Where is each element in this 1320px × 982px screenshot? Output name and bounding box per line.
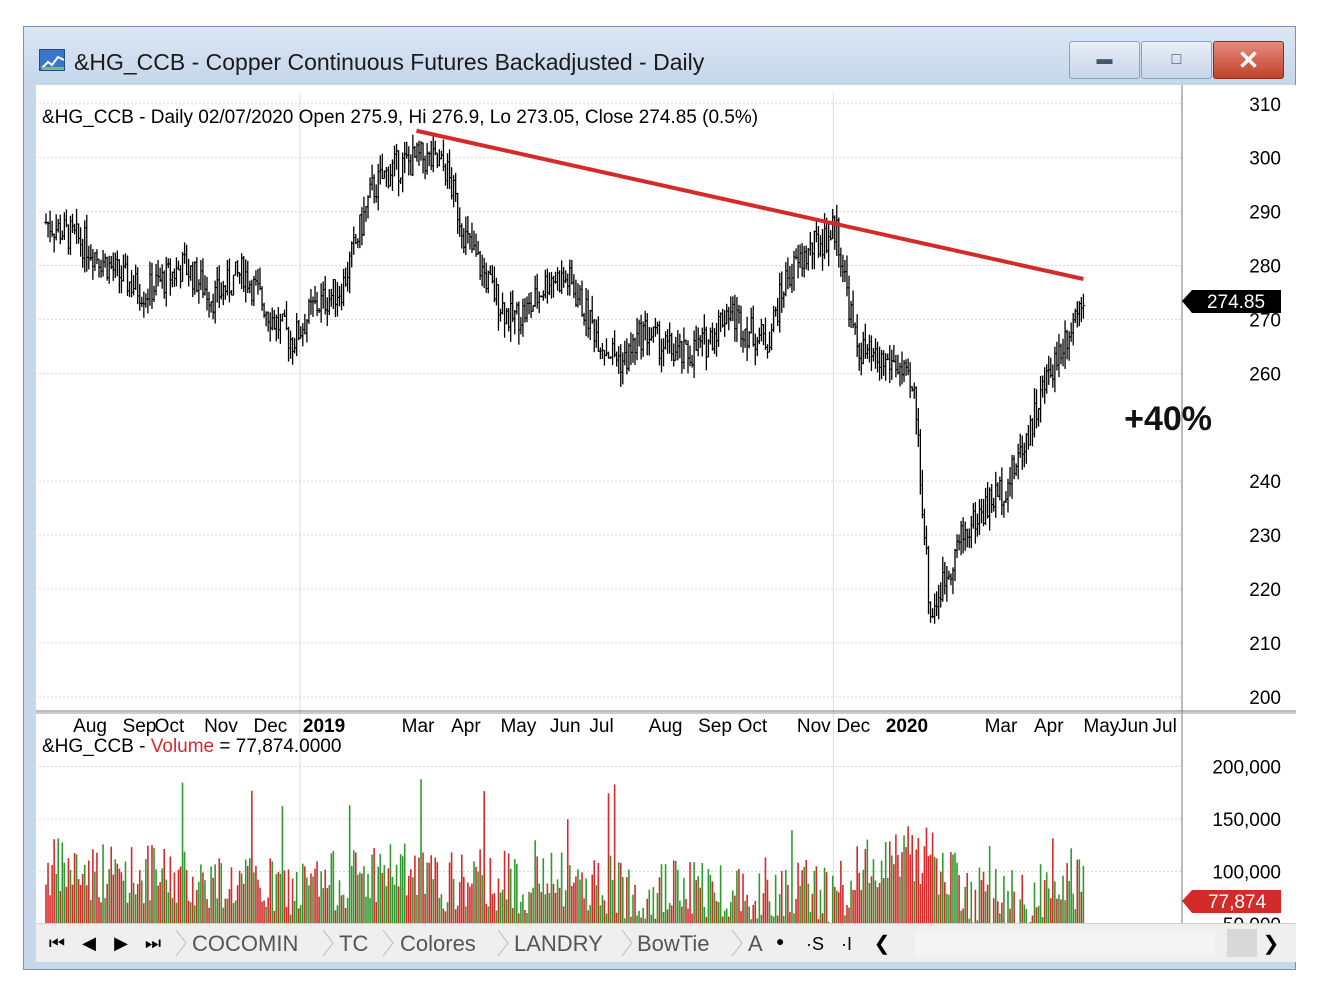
trendline bbox=[416, 128, 1084, 281]
x-tick-label: Apr bbox=[1034, 716, 1064, 737]
maximize-button[interactable]: □ bbox=[1141, 41, 1212, 79]
maximize-icon: □ bbox=[1171, 51, 1182, 68]
x-tick-label: May bbox=[500, 716, 536, 737]
x-tick-label: Dec bbox=[836, 716, 870, 737]
tab-scrollbar-thumb[interactable] bbox=[1227, 929, 1257, 957]
last-sheet-button[interactable]: ⏭ bbox=[144, 933, 162, 953]
chart-area: 200 210 220 230 240 260 270 280 290 300 310 50,000 1… bbox=[36, 85, 1296, 960]
price-tick-label: 210 bbox=[1249, 634, 1281, 655]
x-tick-label: Mar bbox=[985, 716, 1018, 737]
tab-tc[interactable]: TC bbox=[339, 931, 369, 956]
close-icon: ✕ bbox=[1237, 45, 1260, 75]
tab-dot-icon: ● bbox=[776, 933, 785, 949]
tab-colores[interactable]: Colores bbox=[400, 931, 476, 956]
last-price-label: 274.85 bbox=[1207, 292, 1265, 313]
price-tick-label: 300 bbox=[1249, 149, 1281, 170]
volume-header-prefix: &HG_CCB - bbox=[42, 736, 151, 757]
price-tick-label: 310 bbox=[1249, 95, 1281, 116]
tab-s[interactable]: ·S bbox=[806, 934, 824, 954]
x-tick-label: Jul bbox=[1153, 716, 1177, 737]
minimize-button[interactable]: ▬ bbox=[1069, 41, 1140, 79]
x-tick-label: Aug bbox=[649, 716, 683, 737]
x-tick-label: Sep bbox=[123, 716, 157, 737]
sheet-tab-bar: ⏮ ◀ ▶ ⏭ COCOMIN TC Colores LANDRY BowTie… bbox=[36, 923, 1296, 962]
tab-divider-icon bbox=[497, 929, 509, 957]
first-sheet-button[interactable]: ⏮ bbox=[48, 933, 66, 953]
x-tick-label: Apr bbox=[451, 716, 481, 737]
volume-tick-label: 200,000 bbox=[1212, 758, 1281, 779]
minimize-icon: ▬ bbox=[1096, 51, 1113, 68]
x-tick-label: Oct bbox=[155, 716, 185, 737]
prev-sheet-button[interactable]: ◀ bbox=[82, 933, 96, 953]
chart-window: &HG_CCB - Copper Continuous Futures Back… bbox=[23, 26, 1296, 970]
x-tick-label: Dec bbox=[253, 716, 287, 737]
tab-divider-icon bbox=[175, 929, 187, 957]
x-tick-label: 2019 bbox=[303, 716, 345, 737]
tab-landry[interactable]: LANDRY bbox=[514, 931, 603, 956]
tab-scrollbar[interactable] bbox=[915, 931, 1215, 955]
price-tick-label: 260 bbox=[1249, 364, 1281, 385]
x-tick-label: Mar bbox=[402, 716, 435, 737]
x-tick-label: Sep bbox=[698, 716, 732, 737]
volume-header-name: Volume bbox=[151, 736, 214, 757]
tab-scroll-left-button[interactable]: ❮ bbox=[873, 933, 891, 955]
price-volume-chart[interactable]: 200 210 220 230 240 260 270 280 290 300 310 50,000 1… bbox=[36, 85, 1296, 945]
volume-tick-label: 100,000 bbox=[1212, 863, 1281, 884]
axes: 200 210 220 230 240 260 270 280 290 300 310 50,000 1… bbox=[36, 85, 1296, 945]
x-tick-label: Jul bbox=[589, 716, 613, 737]
x-tick-label: Oct bbox=[738, 716, 768, 737]
x-tick-label: Jun bbox=[550, 716, 581, 737]
next-sheet-button[interactable]: ▶ bbox=[114, 933, 128, 953]
price-tick-label: 230 bbox=[1249, 526, 1281, 547]
gain-annotation: +40% bbox=[1124, 400, 1212, 438]
price-tick-label: 220 bbox=[1249, 580, 1281, 601]
last-volume-label: 77,874 bbox=[1208, 892, 1267, 913]
volume-panel-header: &HG_CCB - Volume = 77,874.0000 bbox=[42, 736, 341, 757]
price-tick-label: 200 bbox=[1249, 688, 1281, 709]
volume-tick-label: 50,000 bbox=[1223, 915, 1281, 923]
price-tick-label: 270 bbox=[1249, 310, 1281, 331]
volume-bars bbox=[45, 779, 1085, 945]
tab-i[interactable]: ·I bbox=[841, 934, 852, 954]
x-tick-label: Nov bbox=[204, 716, 238, 737]
x-tick-label: Aug bbox=[73, 716, 107, 737]
window-title: &HG_CCB - Copper Continuous Futures Back… bbox=[74, 49, 705, 75]
price-tick-label: 240 bbox=[1249, 472, 1281, 493]
x-tick-label: May bbox=[1083, 716, 1119, 737]
title-bar[interactable]: &HG_CCB - Copper Continuous Futures Back… bbox=[24, 27, 1295, 85]
gridlines bbox=[39, 93, 1182, 945]
price-tick-label: 290 bbox=[1249, 203, 1281, 224]
chart-app-icon bbox=[39, 49, 65, 71]
tab-divider-icon bbox=[731, 929, 743, 957]
last-volume-marker: 77,874 bbox=[1182, 890, 1281, 913]
tab-a[interactable]: A bbox=[748, 931, 763, 956]
price-tick-label: 280 bbox=[1249, 257, 1281, 278]
tab-scroll-right-button[interactable]: ❯ bbox=[1262, 933, 1280, 955]
price-panel-header: &HG_CCB - Daily 02/07/2020 Open 275.9, H… bbox=[42, 107, 758, 128]
tab-bowtie[interactable]: BowTie bbox=[637, 931, 710, 956]
x-tick-label: 2020 bbox=[886, 716, 928, 737]
x-tick-label: Jun bbox=[1118, 716, 1149, 737]
last-price-marker: 274.85 bbox=[1182, 290, 1281, 313]
volume-header-suffix: = 77,874.0000 bbox=[214, 736, 341, 757]
price-bar bbox=[1081, 293, 1086, 319]
tab-divider-icon bbox=[382, 929, 394, 957]
volume-tick-label: 150,000 bbox=[1212, 810, 1281, 831]
x-tick-label: Nov bbox=[797, 716, 831, 737]
tab-divider-icon bbox=[322, 929, 334, 957]
tab-cocomin[interactable]: COCOMIN bbox=[192, 931, 299, 956]
price-bar bbox=[284, 301, 289, 331]
trendline-layer bbox=[416, 128, 1084, 281]
price-bars bbox=[44, 134, 1086, 624]
tab-divider-icon bbox=[621, 929, 633, 957]
close-button[interactable]: ✕ bbox=[1213, 41, 1284, 79]
